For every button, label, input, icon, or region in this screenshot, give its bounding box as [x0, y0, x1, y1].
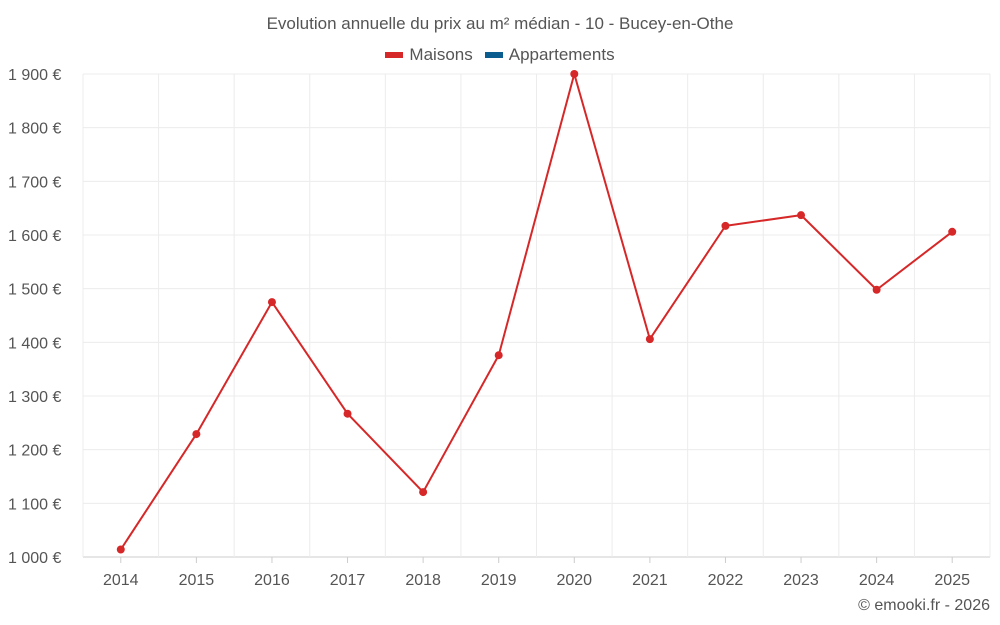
y-tick-label: 1 900 € [8, 67, 61, 84]
legend-label-appartements: Appartements [508, 45, 615, 64]
data-point [872, 285, 881, 294]
x-tick-label: 2015 [179, 572, 215, 589]
x-tick-label: 2016 [254, 572, 290, 589]
x-tick-label: 2017 [330, 572, 366, 589]
x-tick-label: 2022 [708, 572, 744, 589]
y-tick-label: 1 800 € [8, 121, 61, 138]
y-tick-label: 1 200 € [8, 443, 61, 460]
data-point [948, 227, 957, 236]
y-tick-label: 1 300 € [8, 389, 61, 406]
x-tick-label: 2023 [783, 572, 819, 589]
legend-swatch-maisons [385, 52, 404, 58]
y-tick-label: 1 500 € [8, 282, 61, 299]
legend: Maisons Appartements [0, 45, 1000, 65]
x-tick-label: 2018 [405, 572, 441, 589]
x-tick-label: 2021 [632, 572, 668, 589]
chart-title: Evolution annuelle du prix au m² médian … [266, 14, 734, 33]
data-point [419, 488, 428, 497]
data-point [192, 430, 201, 439]
data-point [721, 221, 730, 230]
data-point [570, 70, 579, 78]
data-point [267, 298, 276, 307]
x-tick-label: 2024 [859, 572, 895, 589]
data-point [494, 351, 503, 360]
x-tick-label: 2020 [556, 572, 592, 589]
legend-item-appartements[interactable]: Appartements [484, 45, 615, 65]
legend-item-maisons[interactable]: Maisons [385, 45, 473, 65]
credit: © emooki.fr - 2026 [858, 597, 990, 614]
legend-label-maisons: Maisons [409, 45, 473, 64]
x-tick-label: 2025 [934, 572, 970, 589]
y-tick-label: 1 400 € [8, 335, 61, 352]
data-point [116, 545, 125, 554]
x-tick-label: 2014 [103, 572, 139, 589]
data-point [797, 211, 806, 220]
y-tick-label: 1 600 € [8, 228, 61, 245]
data-point [645, 335, 654, 344]
legend-swatch-appartements [484, 52, 503, 58]
data-point [343, 409, 352, 418]
series-line-maisons [119, 73, 953, 551]
y-tick-label: 1 700 € [8, 174, 61, 191]
y-tick-label: 1 000 € [8, 550, 61, 567]
x-tick-label: 2019 [481, 572, 517, 589]
y-tick-label: 1 100 € [8, 496, 61, 513]
